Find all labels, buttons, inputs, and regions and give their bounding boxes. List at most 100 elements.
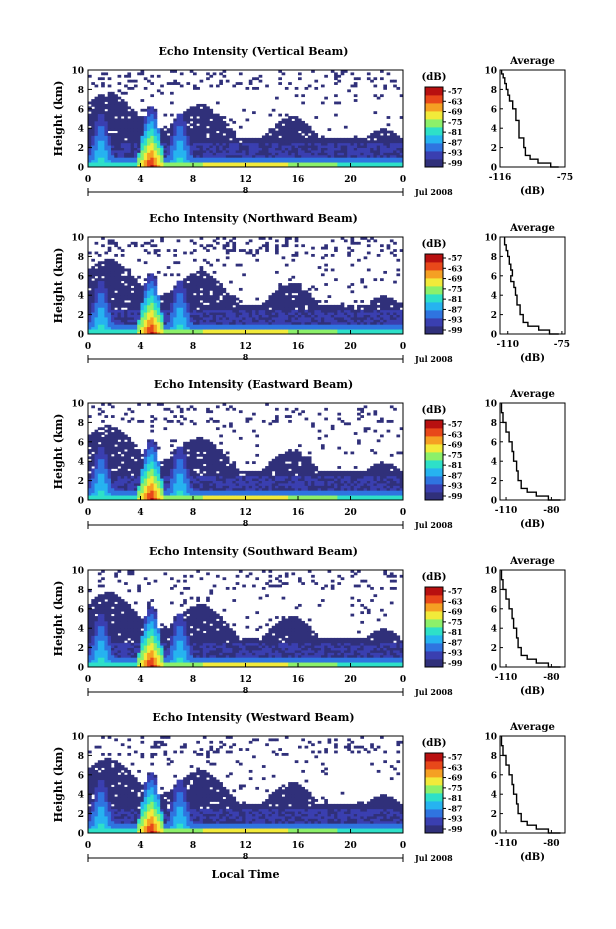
echo-cell — [114, 120, 118, 124]
echo-cell — [314, 287, 319, 291]
echo-cell — [193, 407, 197, 411]
echo-cell — [389, 79, 394, 83]
echo-cell — [366, 314, 371, 318]
echo-cell — [186, 137, 191, 141]
echo-cell — [275, 317, 279, 320]
echo-cell — [150, 331, 155, 335]
echo-cell — [137, 495, 141, 498]
echo-cell — [117, 145, 122, 148]
echo-cell — [225, 157, 230, 161]
echo-cell — [176, 147, 181, 151]
echo-cell — [186, 458, 191, 462]
echo-cell — [137, 133, 141, 136]
echo-cell — [225, 154, 230, 158]
colorbar-tick-label: -93 — [448, 148, 463, 158]
echo-cell — [219, 135, 223, 139]
echo-cell — [133, 300, 138, 303]
echo-cell — [193, 287, 197, 291]
echo-cell — [330, 268, 335, 272]
echo-cell — [242, 150, 246, 153]
echo-cell — [163, 307, 168, 311]
echo-cell — [271, 108, 276, 112]
echo-cell — [311, 142, 315, 146]
echo-cell — [196, 300, 200, 303]
echo-cell — [268, 164, 273, 168]
echo-cell — [307, 304, 312, 308]
echo-cell — [127, 463, 132, 467]
echo-cell — [298, 317, 302, 320]
echo-cell — [163, 142, 168, 146]
echo-cell — [94, 300, 99, 303]
echo-cell — [179, 130, 184, 134]
echo-cell — [183, 309, 187, 313]
echo-cell — [294, 125, 299, 129]
echo-cell — [117, 147, 122, 151]
echo-cell — [206, 317, 210, 320]
echo-cell — [150, 319, 155, 323]
y-tick-label: 10 — [71, 234, 84, 244]
echo-cell — [196, 495, 200, 498]
echo-cell — [324, 154, 328, 158]
echo-cell — [301, 295, 305, 299]
echo-cell — [366, 319, 371, 323]
echo-cell — [288, 118, 292, 122]
echo-cell — [383, 326, 387, 330]
echo-cell — [235, 319, 240, 323]
echo-cell — [107, 478, 112, 481]
echo-cell — [399, 326, 404, 330]
y-tick-label: 4 — [78, 125, 84, 135]
echo-cell — [324, 300, 328, 303]
echo-cell — [160, 91, 164, 95]
echo-cell — [307, 84, 312, 88]
echo-cell — [196, 118, 200, 122]
echo-cell — [311, 309, 315, 313]
echo-cell — [235, 140, 240, 144]
echo-cell — [366, 164, 371, 168]
echo-cell — [117, 317, 122, 320]
echo-cell — [173, 159, 177, 163]
echo-cell — [104, 164, 109, 168]
echo-cell — [294, 319, 299, 323]
echo-cell — [199, 147, 204, 151]
echo-cell — [147, 319, 151, 323]
echo-cell — [120, 268, 125, 272]
echo-cell — [110, 241, 115, 245]
panel-title: Echo Intensity (Eastward Beam) — [154, 378, 353, 391]
echo-cell — [127, 130, 132, 134]
echo-cell — [255, 314, 260, 318]
echo-cell — [107, 485, 112, 489]
echo-cell — [120, 458, 125, 462]
echo-cell — [370, 331, 374, 335]
echo-cell — [130, 444, 135, 448]
echo-cell — [278, 317, 282, 320]
echo-cell — [117, 297, 122, 301]
echo-cell — [383, 145, 387, 148]
echo-cell — [350, 237, 355, 240]
echo-cell — [284, 331, 289, 335]
echo-cell — [104, 314, 109, 318]
echo-cell — [94, 292, 99, 296]
echo-cell — [232, 137, 237, 141]
echo-cell — [91, 449, 95, 452]
colorbar-swatch — [425, 310, 443, 319]
echo-cell — [127, 145, 132, 148]
echo-cell — [222, 125, 227, 129]
echo-cell — [291, 128, 296, 132]
echo-cell — [202, 307, 207, 311]
echo-cell — [229, 304, 233, 308]
echo-cell — [219, 150, 223, 153]
echo-cell — [370, 326, 374, 330]
echo-cell — [153, 492, 158, 496]
echo-cell — [150, 429, 155, 433]
echo-cell — [183, 466, 187, 469]
echo-cell — [133, 130, 138, 134]
echo-cell — [179, 473, 184, 477]
echo-cell — [265, 300, 269, 303]
average-x-tick-label: -75 — [557, 173, 573, 183]
echo-cell — [324, 317, 328, 320]
echo-cell — [97, 497, 102, 501]
echo-cell — [261, 137, 266, 141]
echo-cell — [281, 162, 286, 165]
echo-cell — [91, 485, 95, 489]
echo-cell — [143, 297, 148, 301]
